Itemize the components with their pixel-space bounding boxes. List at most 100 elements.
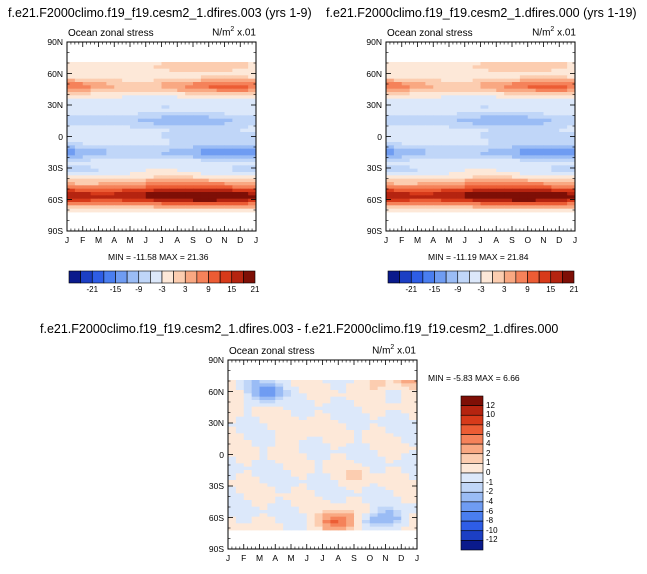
top-right-cell bbox=[441, 138, 450, 143]
top-right-cell bbox=[504, 145, 513, 150]
top-right-cell bbox=[512, 135, 521, 140]
top-left-cell bbox=[145, 158, 155, 163]
bottom-cell bbox=[322, 513, 331, 518]
top-right-cell bbox=[449, 98, 458, 103]
bottom-cell bbox=[401, 433, 410, 438]
bottom-cell bbox=[377, 420, 386, 424]
top-right-cell bbox=[441, 172, 450, 176]
top-left-cell bbox=[193, 72, 202, 76]
top-left-cell bbox=[169, 202, 178, 206]
bottom-cell bbox=[275, 516, 284, 521]
top-right-cell bbox=[409, 178, 418, 183]
top-left-cell bbox=[153, 138, 162, 143]
top-right-cell bbox=[512, 162, 521, 166]
bottom-cell bbox=[259, 476, 268, 481]
top-left-cell bbox=[98, 128, 107, 133]
colorbar-swatch bbox=[460, 434, 484, 445]
bottom-cell bbox=[306, 413, 316, 418]
top-right-cell bbox=[559, 152, 568, 156]
top-left-cell bbox=[161, 198, 170, 203]
top-left-cell bbox=[248, 118, 257, 123]
bottom-cell bbox=[314, 426, 323, 431]
top-left-cell bbox=[232, 135, 241, 140]
top-left-cell bbox=[130, 142, 139, 146]
bottom-cell bbox=[361, 460, 371, 464]
top-left-cell bbox=[90, 78, 99, 83]
colorbar-label: 2 bbox=[486, 448, 491, 458]
bottom-cell bbox=[314, 410, 323, 414]
bottom-cell bbox=[354, 396, 363, 401]
bottom-cell bbox=[235, 443, 245, 448]
top-right-cell bbox=[441, 178, 450, 183]
top-left-cell bbox=[153, 182, 162, 186]
top-left-cell bbox=[240, 172, 249, 176]
bottom-cell bbox=[243, 503, 253, 508]
bottom-cell bbox=[298, 436, 308, 441]
bottom-cell bbox=[235, 466, 245, 471]
top-right-cell bbox=[504, 142, 513, 146]
top-right-cell bbox=[464, 208, 474, 213]
bottom-cell bbox=[251, 450, 260, 454]
top-left-cell bbox=[106, 82, 115, 86]
x-tick-label: F bbox=[399, 235, 405, 245]
bottom-cell bbox=[235, 413, 245, 418]
bottom-cell bbox=[338, 463, 347, 468]
top-right-cell bbox=[433, 78, 442, 83]
top-left-cell bbox=[216, 125, 225, 130]
top-left-cell bbox=[122, 75, 131, 80]
bottom-cell bbox=[235, 493, 245, 498]
bottom-cell bbox=[354, 510, 363, 514]
top-right-cell bbox=[449, 122, 458, 126]
bottom-cell bbox=[283, 513, 292, 518]
top-left-cell bbox=[240, 88, 249, 93]
bottom-cell bbox=[377, 430, 386, 434]
top-left-cell bbox=[240, 195, 249, 200]
top-right-cell bbox=[425, 122, 434, 126]
top-right-cell bbox=[488, 82, 497, 86]
top-right-cell bbox=[535, 98, 544, 103]
top-left-cell bbox=[114, 128, 123, 133]
top-left-cell bbox=[67, 148, 76, 153]
top-right-cell bbox=[464, 142, 474, 146]
top-right-cell bbox=[567, 168, 576, 173]
bottom-cell bbox=[291, 510, 300, 514]
top-left-cell bbox=[240, 92, 249, 96]
bottom-cell bbox=[235, 426, 245, 431]
top-right-cell bbox=[543, 128, 552, 133]
top-left-cell bbox=[232, 188, 241, 193]
top-right-cell bbox=[425, 102, 434, 106]
colorbar-label: -3 bbox=[158, 285, 166, 294]
top-right-cell bbox=[480, 165, 489, 170]
top-right-cell bbox=[488, 88, 497, 93]
bottom-cell bbox=[314, 430, 323, 434]
top-right-cell bbox=[456, 78, 466, 83]
top-left-cell bbox=[153, 125, 162, 130]
top-right-cell bbox=[551, 142, 560, 146]
top-left-cell bbox=[232, 152, 241, 156]
top-left-cell bbox=[67, 132, 76, 136]
top-right-cell bbox=[535, 112, 544, 116]
top-right-cell bbox=[386, 158, 395, 163]
bottom-cell bbox=[283, 406, 292, 411]
bottom-cell bbox=[275, 520, 284, 524]
top-right-cell bbox=[409, 188, 418, 193]
colorbar-swatch bbox=[173, 270, 186, 284]
bottom-cell bbox=[322, 506, 331, 511]
colorbar-swatch bbox=[208, 270, 221, 284]
bottom-cell bbox=[228, 383, 237, 388]
x-tick-label: A bbox=[430, 235, 437, 245]
top-right-cell bbox=[456, 132, 466, 136]
top-right-cell bbox=[543, 62, 552, 66]
top-left-cell bbox=[216, 88, 225, 93]
bottom-cell bbox=[361, 463, 371, 468]
top-left-cell bbox=[232, 85, 241, 90]
top-left-cell bbox=[98, 178, 107, 183]
top-right-cell bbox=[535, 158, 544, 163]
top-left-cell bbox=[130, 208, 139, 213]
top-left-cell bbox=[216, 172, 225, 176]
bottom-cell bbox=[291, 493, 300, 498]
top-left-cell bbox=[130, 98, 139, 103]
top-left-cell bbox=[161, 182, 170, 186]
top-right-cell bbox=[567, 65, 576, 70]
top-left-cell bbox=[74, 85, 84, 90]
